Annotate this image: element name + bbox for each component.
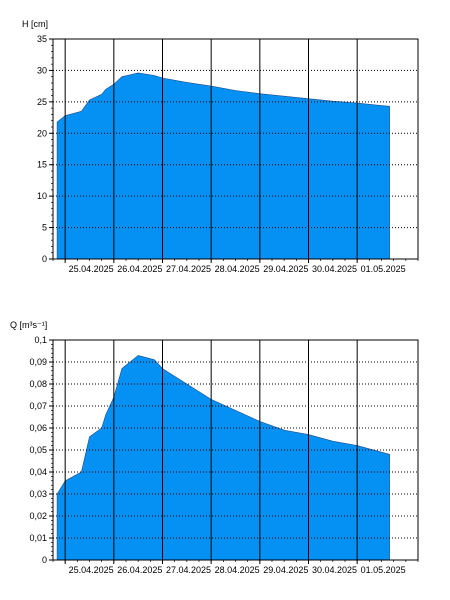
x-tick-label: 30.04.2025 — [312, 565, 357, 575]
y-tick-label: 0,04 — [29, 467, 47, 477]
x-tick-label: 29.04.2025 — [263, 264, 308, 274]
y-tick-label: 25 — [37, 97, 47, 107]
y-tick-label: 0,07 — [29, 401, 47, 411]
plot-frame — [52, 38, 419, 260]
x-tick-label: 25.04.2025 — [69, 565, 114, 575]
y-tick-label: 0,06 — [29, 423, 47, 433]
y-axis-label: Q [m³s⁻¹] — [10, 320, 47, 330]
y-tick-label: 0 — [42, 254, 47, 264]
x-tick-label: 26.04.2025 — [117, 565, 162, 575]
x-tick-label: 01.05.2025 — [361, 565, 406, 575]
y-tick-label: 20 — [37, 128, 47, 138]
y-tick-label: 35 — [37, 34, 47, 44]
y-tick-label: 15 — [37, 160, 47, 170]
x-tick-label: 27.04.2025 — [166, 264, 211, 274]
x-tick-label: 01.05.2025 — [361, 264, 406, 274]
x-tick-label: 25.04.2025 — [69, 264, 114, 274]
y-axis-label: H [cm] — [22, 19, 48, 29]
y-tick-label: 0,02 — [29, 511, 47, 521]
y-tick-label: 0,03 — [29, 489, 47, 499]
y-tick-label: 0,09 — [29, 357, 47, 367]
y-tick-label: 10 — [37, 191, 47, 201]
x-tick-label: 28.04.2025 — [215, 264, 260, 274]
y-tick-label: 0,1 — [34, 335, 47, 345]
x-tick-label: 26.04.2025 — [117, 264, 162, 274]
y-tick-label: 0,05 — [29, 445, 47, 455]
discharge-chart: 0 0,01 0,02 0,03 0,04 0,05 0,06 0,07 0,08 0,09 0,1… — [10, 320, 419, 575]
x-tick-label: 28.04.2025 — [215, 565, 260, 575]
area-series — [56, 355, 390, 561]
y-tick-label: 30 — [37, 65, 47, 75]
plot-frame — [52, 339, 419, 561]
water-level-chart: 0 5 10 15 20 25 30 35 25.04.2025 26.04.2025 27.04.… — [22, 19, 419, 274]
x-tick-label: 29.04.2025 — [263, 565, 308, 575]
y-tick-label: 0 — [42, 555, 47, 565]
y-tick-label: 5 — [42, 223, 47, 233]
x-tick-label: 30.04.2025 — [312, 264, 357, 274]
y-tick-label: 0,08 — [29, 379, 47, 389]
y-tick-label: 0,01 — [29, 533, 47, 543]
area-series — [56, 72, 390, 260]
x-tick-label: 27.04.2025 — [166, 565, 211, 575]
